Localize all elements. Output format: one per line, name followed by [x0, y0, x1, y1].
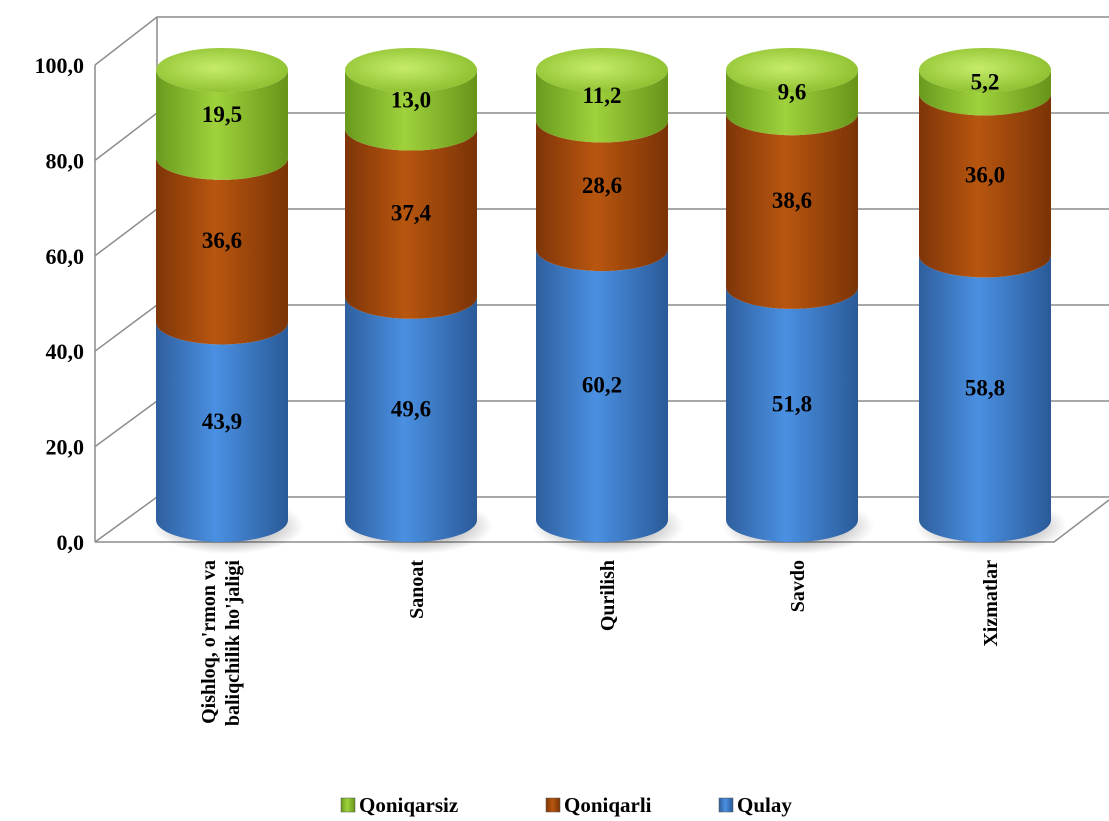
y-tick-label: 100,0 — [35, 53, 85, 78]
data-label: 37,4 — [391, 201, 432, 226]
cylinder: 60,2 28,6 11,2 — [532, 48, 684, 554]
data-label: 38,6 — [772, 188, 812, 213]
y-tick-label: 60,0 — [46, 244, 85, 269]
segment-qoniqarsiz — [919, 70, 1051, 116]
segment-qoniqarli — [919, 93, 1051, 278]
segment-qoniqarli — [345, 128, 477, 319]
legend-label: Qulay — [737, 793, 792, 817]
category-label-line: Qishloq, o'rmon va — [198, 560, 220, 724]
category-label-line: baliqchilik ho'jaligi — [222, 560, 244, 727]
data-label: 19,5 — [202, 102, 242, 127]
y-tick-label: 20,0 — [46, 435, 85, 460]
cylinder: 58,8 36,0 5,2 — [915, 48, 1067, 554]
y-tick-label: 40,0 — [46, 339, 85, 364]
segment-qulay — [919, 255, 1051, 542]
data-label: 11,2 — [583, 83, 622, 108]
category-label-line: Qurilish — [597, 560, 619, 631]
legend: Qoniqarsiz Qoniqarli Qulay — [340, 793, 792, 817]
legend-swatch — [545, 797, 561, 813]
segment-qoniqarli — [156, 157, 288, 345]
legend-label: Qoniqarsiz — [359, 793, 458, 817]
cylinder-top-cap — [156, 48, 288, 92]
data-label: 60,2 — [582, 373, 622, 398]
cylinder-bars: 43,9 36,6 19,5 49,6 37,4 13,0 60,2 28,6 11,2 51,8… — [152, 48, 1067, 554]
data-label: 28,6 — [582, 173, 622, 198]
cylinder: 49,6 37,4 13,0 — [341, 48, 493, 554]
category-label-line: Xizmatlar — [980, 560, 1002, 647]
segment-qoniqarli — [536, 120, 668, 272]
category-label: Xizmatlar — [980, 560, 1002, 647]
legend-swatch — [718, 797, 734, 813]
cylinder-top-cap — [345, 48, 477, 92]
cylinder-top-cap — [726, 48, 858, 92]
segment-qoniqarsiz — [156, 70, 288, 180]
category-label: Qishloq, o'rmon va baliqchilik ho'jaligi — [198, 560, 244, 727]
segment-qoniqarsiz — [345, 70, 477, 151]
data-label: 49,6 — [391, 396, 431, 421]
segment-qulay — [156, 322, 288, 542]
cylinder: 51,8 38,6 9,6 — [722, 48, 874, 554]
y-tick-label: 0,0 — [57, 530, 85, 555]
category-label-line: Sanoat — [406, 560, 428, 619]
data-label: 36,0 — [965, 162, 1005, 187]
segment-qoniqarsiz — [536, 70, 668, 143]
data-label: 36,6 — [202, 228, 242, 253]
segment-qoniqarli — [726, 113, 858, 309]
cylinder-top-cap — [919, 48, 1051, 92]
segment-qoniqarsiz — [726, 70, 858, 136]
data-label: 9,6 — [778, 80, 807, 105]
y-tick-label: 80,0 — [46, 148, 85, 173]
segment-qulay — [726, 286, 858, 542]
segment-qulay — [536, 249, 668, 542]
data-label: 51,8 — [772, 391, 812, 416]
x-axis: Qishloq, o'rmon va baliqchilik ho'jaligi S… — [198, 560, 1002, 727]
data-label: 58,8 — [965, 376, 1005, 401]
legend-label: Qoniqarli — [564, 793, 652, 817]
category-label-line: Savdo — [787, 560, 809, 612]
segment-qulay — [345, 296, 477, 542]
category-label: Sanoat — [406, 560, 428, 619]
data-label: 5,2 — [971, 70, 1000, 95]
legend-item: Qoniqarli — [545, 793, 652, 817]
data-label: 43,9 — [202, 409, 242, 434]
legend-item: Qoniqarsiz — [340, 793, 458, 817]
category-label: Savdo — [787, 560, 809, 612]
y-axis: 0,0 20,0 40,0 60,0 80,0 100,0 — [35, 53, 85, 555]
cylinder-top-cap — [536, 48, 668, 92]
cylinder: 43,9 36,6 19,5 — [152, 48, 304, 554]
legend-item: Qulay — [718, 793, 792, 817]
legend-swatch — [340, 797, 356, 813]
category-label: Qurilish — [597, 560, 619, 631]
data-label: 13,0 — [391, 87, 431, 112]
